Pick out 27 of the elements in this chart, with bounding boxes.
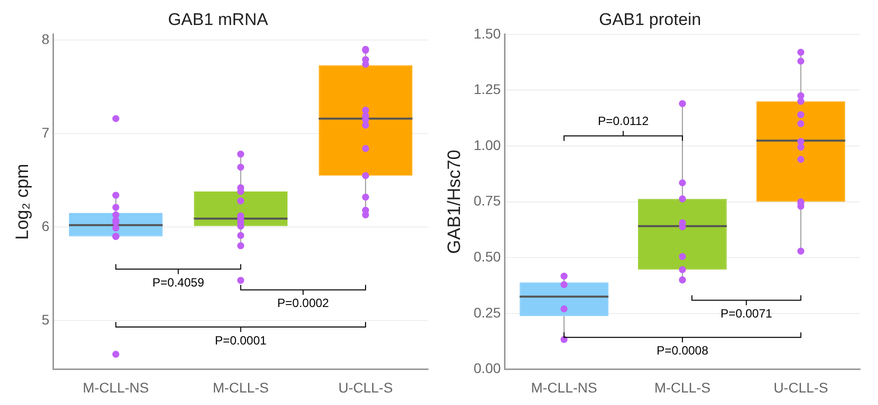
annotation: P=0.0071 <box>720 306 773 321</box>
y-axis-title: Log₂ cpm <box>12 164 32 240</box>
chart-title: GAB1 mRNA <box>168 10 269 29</box>
x-tick-label: U-CLL-S <box>338 379 393 396</box>
annotation: P=0.0008 <box>656 344 709 358</box>
y-tick-label: 6 <box>42 218 50 234</box>
y-tick-label: 0.75 <box>474 192 502 209</box>
y-tick-label: 8 <box>42 30 50 47</box>
y-tick-label: 1.00 <box>474 136 502 153</box>
x-tick-label: M-CLL-S <box>212 379 269 396</box>
annotation: P=0.0112 <box>598 114 649 128</box>
annotation: P=0.4059 <box>152 275 204 290</box>
y-tick-label: 7 <box>42 124 50 140</box>
x-tick-label: M-CLL-NS <box>82 379 149 396</box>
x-tick-label: M-CLL-NS <box>530 379 598 396</box>
y-tick-label: 0.50 <box>474 248 502 264</box>
x-tick-label: U-CLL-S <box>774 379 828 396</box>
x-tick-label: M-CLL-S <box>654 379 710 396</box>
annotation: P=0.0001 <box>214 333 267 348</box>
y-tick-label: 1.50 <box>474 25 502 42</box>
y-tick-label: 5 <box>42 311 50 328</box>
y-tick-label: 0.00 <box>474 360 502 376</box>
chart-title: GAB1 protein <box>598 10 702 29</box>
y-tick-label: 1.25 <box>474 81 502 98</box>
annotation: P=0.0002 <box>277 296 330 310</box>
y-axis-title: GAB1/Hsc70 <box>444 150 464 254</box>
y-tick-label: 0.25 <box>474 304 502 320</box>
